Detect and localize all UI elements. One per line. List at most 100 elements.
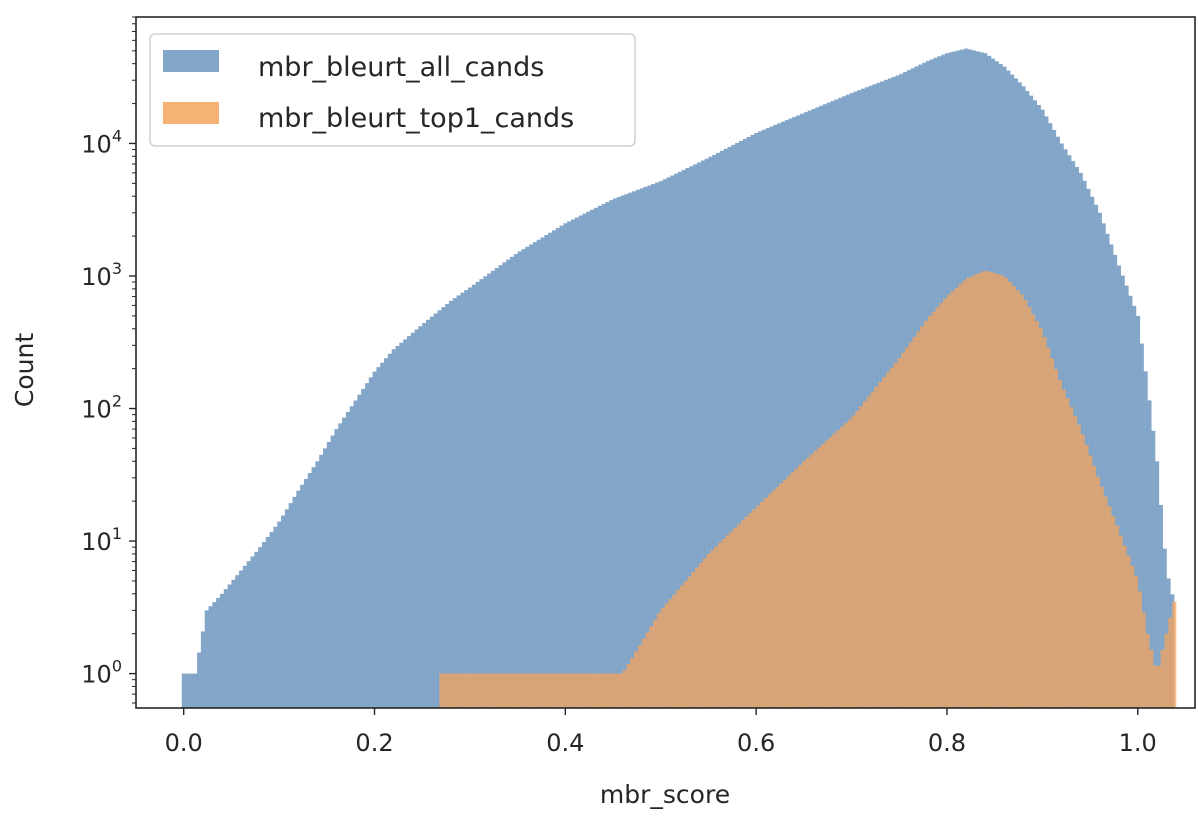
histogram-bar [996, 274, 1001, 708]
histogram-bar [261, 542, 267, 708]
histogram-bar [1097, 212, 1102, 708]
histogram-bar [672, 594, 677, 708]
histogram-bar [269, 531, 274, 708]
histogram-bar [811, 108, 816, 708]
histogram-bar [1088, 455, 1093, 708]
histogram-bar [212, 602, 217, 708]
histogram-bar [634, 651, 639, 708]
histogram-bar [958, 284, 963, 708]
histogram-bar [1137, 591, 1142, 708]
histogram-bar [315, 461, 320, 708]
histogram-bar [1164, 633, 1169, 708]
histogram-bar [847, 419, 852, 708]
y-tick-label: 102 [81, 392, 122, 424]
histogram-bar [536, 239, 541, 708]
histogram-bar [813, 450, 818, 708]
histogram-bar [565, 673, 570, 708]
histogram-bar [796, 115, 801, 708]
histogram-bar [519, 673, 524, 708]
histogram-bar [509, 256, 515, 708]
histogram-bar [468, 287, 473, 708]
histogram-bar [580, 673, 585, 708]
histogram-bar [223, 589, 228, 708]
histogram-bar [330, 435, 335, 708]
histogram-bar [855, 410, 860, 708]
histogram-bar [1122, 545, 1127, 708]
histogram-bar [515, 673, 520, 708]
histogram-bar [597, 205, 602, 708]
histogram-bar [1000, 275, 1005, 708]
histogram-bar [1053, 369, 1059, 708]
x-tick-label: 0.2 [355, 729, 393, 757]
y-axis: 100 101 102 103 104 [81, 16, 136, 704]
histogram-bar [364, 383, 370, 708]
histogram-bar [525, 246, 530, 708]
histogram-bar [357, 394, 362, 708]
histogram-bar [1103, 496, 1108, 708]
histogram-bar [1093, 204, 1099, 708]
histogram-bar [1038, 328, 1043, 708]
histogram-bar [303, 478, 309, 708]
histogram-bar [737, 524, 742, 708]
histogram-bar [443, 673, 448, 708]
histogram-bar [1069, 407, 1074, 708]
histogram-bar [426, 319, 431, 708]
histogram-bar [725, 535, 730, 708]
histogram-bar [477, 673, 482, 708]
histogram-bar [950, 291, 955, 708]
histogram-bar [246, 561, 251, 708]
histogram-bar [481, 673, 486, 708]
histogram-bar [571, 219, 576, 708]
histogram-bar [861, 88, 866, 708]
histogram-bar [647, 185, 652, 708]
histogram-bar [517, 251, 522, 708]
histogram-bar [889, 367, 894, 708]
x-tick-label: 1.0 [1119, 729, 1157, 757]
histogram-bar [788, 118, 793, 708]
histogram-bar [800, 113, 805, 708]
histogram-bar [1076, 424, 1081, 708]
histogram-bar [1049, 358, 1055, 708]
plot-frame [135, 16, 1196, 709]
histogram-bar [752, 509, 757, 708]
histogram-bar [326, 441, 332, 708]
histogram-bar [805, 457, 810, 708]
histogram-bar [1107, 506, 1112, 708]
histogram-bar [1124, 285, 1129, 708]
histogram-bar [849, 93, 854, 708]
histogram-bar [490, 270, 496, 708]
histogram-bar [574, 217, 580, 708]
histogram-bar [1034, 321, 1039, 708]
histogram-bar [729, 531, 734, 708]
histogram-bar [878, 382, 883, 708]
histogram-bar [471, 284, 477, 708]
histogram-bar [1168, 617, 1173, 708]
histogram-bar [1030, 314, 1036, 708]
histogram-bar [607, 673, 612, 708]
histogram-bar [817, 447, 822, 708]
histogram-bar [794, 468, 799, 708]
histogram-bar [265, 536, 270, 708]
histogram-bar [576, 673, 581, 708]
y-tick-label: 101 [81, 524, 122, 556]
histogram-bar [1139, 343, 1144, 708]
histogram-bar [200, 631, 206, 708]
histogram-bar [1149, 649, 1154, 708]
histogram-bar [550, 673, 555, 708]
histogram-bar [756, 505, 761, 708]
histogram-bar [460, 292, 465, 708]
histogram-bar [628, 192, 633, 708]
histogram-bar [662, 179, 667, 708]
histogram-bar [851, 415, 856, 708]
histogram-bar [821, 443, 826, 708]
histogram-bar [614, 673, 620, 708]
histogram-bar [857, 90, 862, 708]
histogram-bar [586, 211, 591, 708]
histogram-bar [1101, 223, 1106, 708]
histogram-bar [853, 91, 858, 708]
histogram-bar [824, 440, 830, 708]
histogram-bar [559, 225, 564, 708]
histogram-bar [988, 272, 994, 708]
histogram-bar [1091, 465, 1097, 708]
histogram-bar [677, 171, 683, 708]
